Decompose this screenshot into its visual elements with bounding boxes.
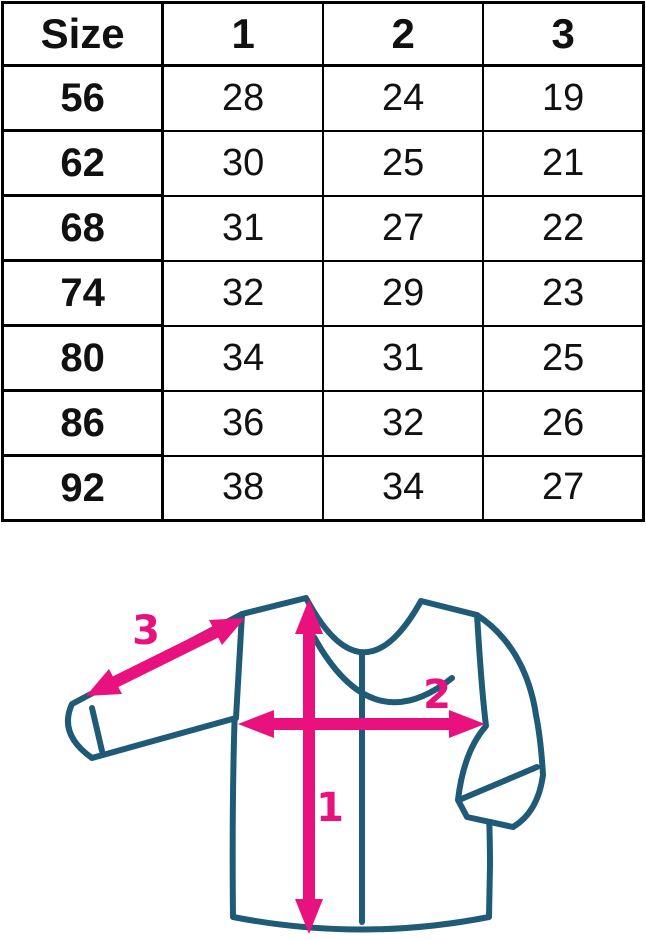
- arrow-heads-and-labels: 1 2 3: [86, 599, 485, 934]
- size-cell: 86: [0, 389, 165, 457]
- width-arrow-head-right: [449, 710, 485, 738]
- value-cell: 23: [482, 259, 645, 327]
- value-cell: 32: [161, 259, 325, 327]
- column-header-2: 2: [321, 1, 485, 67]
- value-cell: 24: [321, 64, 485, 132]
- length-arrow-label: 1: [316, 785, 344, 831]
- column-header-1: 1: [161, 1, 325, 67]
- width-arrow-label: 2: [423, 672, 451, 718]
- value-cell: 34: [161, 324, 325, 392]
- value-cell: 36: [161, 389, 325, 457]
- table-row: 56 28 24 19: [0, 64, 645, 132]
- jacket-measurement-svg: 1 2 3: [65, 595, 546, 934]
- table-row: 92 38 34 27: [0, 454, 645, 522]
- value-cell: 27: [321, 194, 485, 262]
- value-cell: 27: [482, 454, 645, 522]
- sleeve-arrow-shaft: [110, 625, 221, 689]
- measure-arrows: 1 2 3: [86, 599, 485, 934]
- length-arrow-head-top: [295, 599, 323, 634]
- sleeve-arrow-head-upper: [209, 618, 245, 645]
- jacket-outline: [65, 595, 546, 933]
- width-arrow-head-left: [238, 710, 274, 738]
- value-cell: 26: [482, 389, 645, 457]
- value-cell: 19: [482, 64, 645, 132]
- left-cuff-seam: [89, 705, 105, 754]
- collar-seam: [311, 634, 455, 706]
- value-cell: 31: [321, 324, 485, 392]
- size-cell: 62: [0, 129, 165, 197]
- size-cell: 68: [0, 194, 165, 262]
- value-cell: 22: [482, 194, 645, 262]
- size-table: Size 1 2 3 56 28 24 19 62 30 25 21 68 31: [0, 1, 645, 522]
- size-cell: 80: [0, 324, 165, 392]
- value-cell: 21: [482, 129, 645, 197]
- value-cell: 32: [321, 389, 485, 457]
- size-cell: 74: [0, 259, 165, 327]
- arrow-shafts: [110, 625, 455, 902]
- table-header-row: Size 1 2 3: [0, 1, 645, 67]
- jacket-left-sleeve: [65, 611, 245, 761]
- right-cuff-seam: [456, 764, 540, 803]
- size-cell: 56: [0, 64, 165, 132]
- length-arrow-head-bottom: [295, 899, 323, 934]
- measurement-diagram: 1 2 3: [0, 520, 646, 935]
- value-cell: 34: [321, 454, 485, 522]
- value-cell: 25: [321, 129, 485, 197]
- value-cell: 38: [161, 454, 325, 522]
- size-cell: 92: [0, 454, 165, 522]
- table-row: 62 30 25 21: [0, 129, 645, 197]
- table-row: 86 36 32 26: [0, 389, 645, 457]
- table-row: 68 31 27 22: [0, 194, 645, 262]
- column-header-3: 3: [482, 1, 645, 67]
- sleeve-arrow-label: 3: [132, 608, 160, 654]
- value-cell: 25: [482, 324, 645, 392]
- table-row: 74 32 29 23: [0, 259, 645, 327]
- sleeve-arrow-head-lower: [86, 669, 122, 696]
- value-cell: 30: [161, 129, 325, 197]
- value-cell: 28: [161, 64, 325, 132]
- value-cell: 31: [161, 194, 325, 262]
- column-header-size: Size: [0, 1, 165, 67]
- table-row: 80 34 31 25: [0, 324, 645, 392]
- value-cell: 29: [321, 259, 485, 327]
- size-chart: Size 1 2 3 56 28 24 19 62 30 25 21 68 31: [0, 1, 645, 522]
